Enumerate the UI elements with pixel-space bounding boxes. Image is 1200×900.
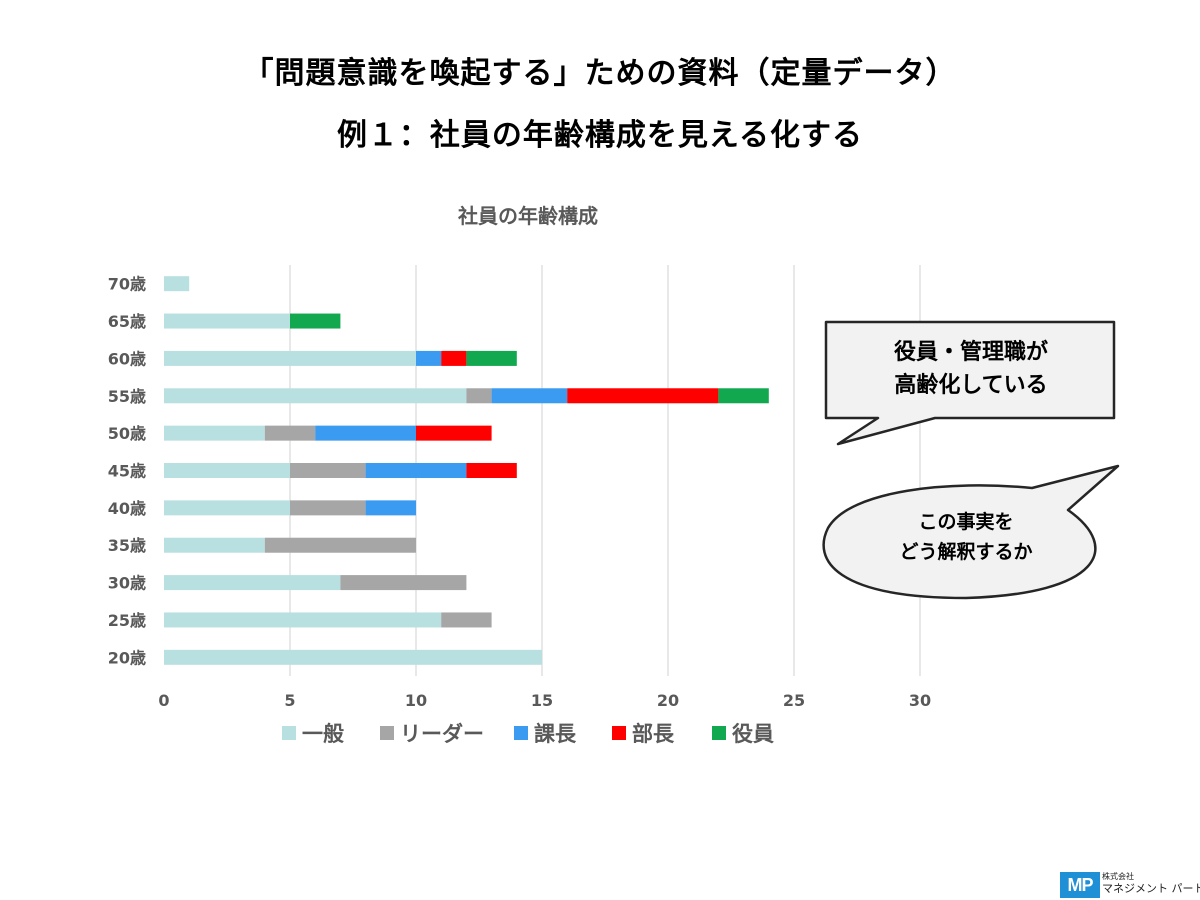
callout-bubble-text: この事実を どう解釈するか [826,507,1106,567]
y-category-label: 35歳 [108,536,146,555]
bar-segment [315,425,416,441]
bar-segment [164,388,467,404]
callout-box-shape [824,320,1116,446]
x-tick-label: 20 [657,691,679,710]
x-tick-label: 10 [405,691,427,710]
chart-bars [164,276,769,665]
bar-segment [441,612,492,628]
company-logo: MP 株式会社 マネジメント パートナー [1060,872,1200,898]
bar-segment [164,425,265,441]
y-category-label: 55歳 [108,387,146,406]
bar-segment [164,612,442,628]
bar-segment [164,500,290,516]
y-category-label: 60歳 [108,349,146,368]
page-subtitle: 例１：社員の年齢構成を見える化する [336,118,864,153]
bar-segment [164,313,290,329]
bar-segment [491,388,568,404]
bar-segment [164,276,190,292]
callout-bubble-shape [822,464,1120,600]
chart-legend: 一般 リーダー 課長 部長 役員 [282,722,774,746]
y-category-label: 45歳 [108,462,146,481]
bar-segment [466,463,517,478]
legend-label: 課長 [534,722,577,746]
logo-mark-icon: MP [1060,872,1100,898]
x-tick-label: 0 [158,691,169,710]
x-tick-label: 30 [909,691,931,710]
bar-segment [441,350,467,366]
legend-swatch [612,726,626,740]
chart-title: 社員の年齢構成 [457,204,598,228]
legend-swatch [712,726,726,740]
bar-segment [466,350,517,366]
legend-swatch [380,726,394,740]
bar-segment [466,388,492,404]
callout-bubble-line1: この事実を [918,511,1014,533]
bar-segment [365,463,467,478]
x-tick-label: 5 [284,691,295,710]
bar-segment [340,575,467,591]
y-category-label: 50歳 [108,424,146,443]
chart-x-labels: 0 5 10 15 20 25 30 [158,691,931,710]
logo-company-name: マネジメント パートナー [1102,882,1200,895]
chart-y-labels: 20歳 25歳 30歳 35歳 40歳 45歳 50歳 55歳 60歳 65歳 70歳 [108,275,146,668]
bar-segment [567,388,719,404]
bar-segment [416,350,442,366]
page-title: 「問題意識を喚起する」ための資料（定量データ） [243,56,957,91]
y-category-label: 65歳 [108,312,146,331]
callout-box-line1: 役員・管理職が [893,340,1048,365]
bar-segment [164,537,265,553]
y-category-label: 20歳 [108,648,146,667]
bar-segment [264,425,316,441]
legend-label: 部長 [632,722,675,746]
y-category-label: 30歳 [108,574,146,593]
bar-segment [365,500,416,516]
bar-segment [290,313,341,329]
bar-segment [416,425,492,441]
bar-segment [164,463,290,478]
callout-bubble-line2: どう解釈するか [899,541,1033,563]
logo-company-type: 株式会社 [1102,872,1134,881]
x-tick-label: 15 [531,691,553,710]
bar-segment [718,388,769,404]
bar-segment [164,350,416,366]
legend-swatch [514,726,528,740]
bar-segment [164,575,341,591]
callout-box-text: 役員・管理職が 高齢化している [826,336,1116,402]
bar-segment [264,537,416,553]
callout-box-line2: 高齢化している [894,373,1048,398]
y-category-label: 40歳 [108,499,146,518]
y-category-label: 25歳 [108,611,146,630]
bar-segment [290,463,366,478]
legend-label: リーダー [400,722,484,746]
legend-swatch [282,726,296,740]
legend-label: 一般 [302,722,344,746]
y-category-label: 70歳 [108,275,146,294]
bar-segment [164,649,542,665]
x-tick-label: 25 [783,691,805,710]
bar-segment [290,500,366,516]
legend-label: 役員 [732,722,774,746]
